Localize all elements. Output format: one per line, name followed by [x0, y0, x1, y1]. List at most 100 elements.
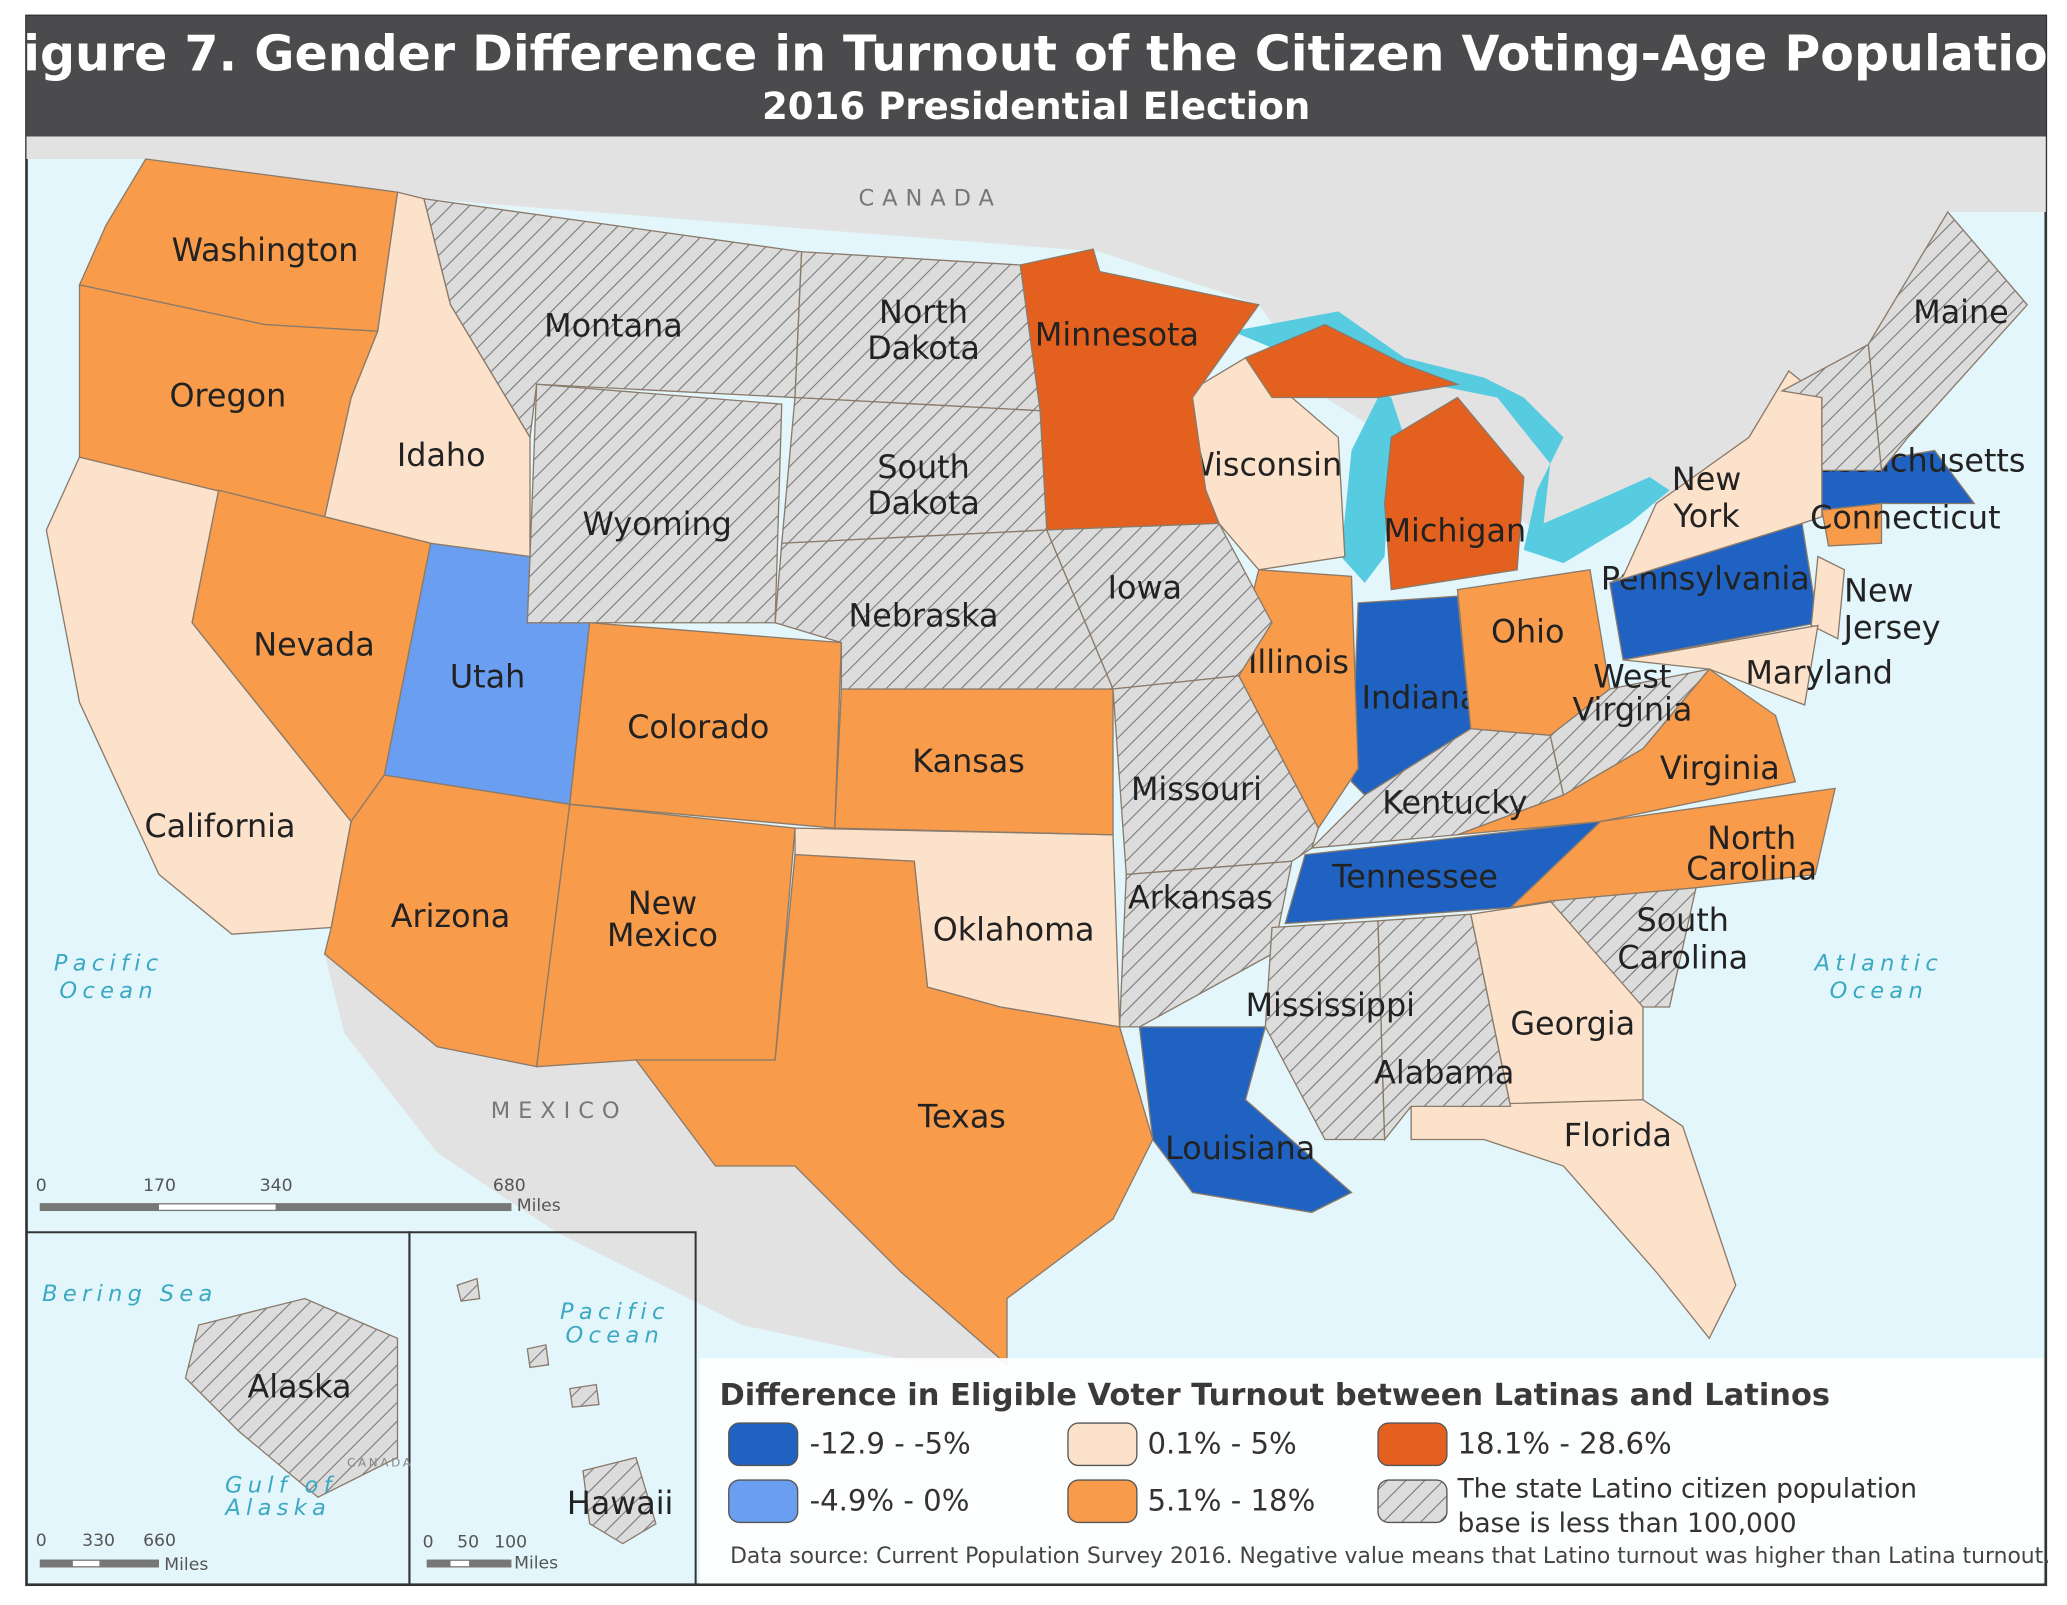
state-label: Kansas	[912, 743, 1025, 780]
state-shape	[569, 1383, 600, 1408]
state-label: Minnesota	[1035, 317, 1199, 354]
group-peach: Idaho California Wisconsin Oklahoma New Y…	[45, 191, 1941, 1340]
state-label: Texas	[917, 1098, 1006, 1135]
state-shape	[1244, 323, 1525, 591]
state-label: Utah	[450, 658, 525, 695]
great-lakes	[1232, 311, 1670, 584]
scale-bar-segment	[159, 1204, 276, 1210]
state-label: New Jersey	[1842, 572, 1941, 646]
state-label: North Carolina	[1686, 820, 1817, 887]
state-shape	[1623, 624, 1819, 706]
state-label: Arizona	[391, 898, 510, 935]
state-label: Mississippi	[1246, 987, 1415, 1024]
state-label: Kentucky	[1382, 784, 1527, 821]
state-shape	[1045, 522, 1273, 690]
scale-label: Miles	[514, 1554, 558, 1574]
state-label: Iowa	[1108, 570, 1182, 607]
state-label: Florida	[1564, 1117, 1672, 1154]
ocean-label: Pacific Ocean	[560, 1298, 670, 1348]
scale-label: 170	[143, 1176, 176, 1196]
state-label: Virginia	[1660, 750, 1780, 787]
legend-swatch	[1377, 1422, 1448, 1467]
scale-label: 0	[36, 1531, 47, 1551]
header-band	[26, 15, 2046, 137]
scale-label: 680	[493, 1176, 526, 1196]
state-label: Maine	[1913, 294, 2008, 331]
state-shape	[1810, 555, 1846, 640]
state-shape	[78, 284, 379, 518]
state-label: Wisconsin	[1183, 446, 1342, 483]
state-label: South Carolina	[1617, 902, 1748, 976]
scale-label: Miles	[517, 1196, 561, 1216]
state-label: Wyoming	[583, 506, 732, 543]
state-shape	[1780, 343, 1883, 472]
legend-swatch	[728, 1422, 799, 1467]
legend-box	[699, 1358, 2044, 1584]
state-label: Arkansas	[1128, 880, 1273, 917]
state-shape	[582, 1456, 657, 1545]
scale-label: 330	[82, 1531, 115, 1551]
data-source: Data source: Current Population Survey 2…	[730, 1544, 2050, 1569]
state-label: North Dakota	[867, 294, 980, 367]
legend-swatch	[1067, 1422, 1138, 1467]
state-label: Oklahoma	[933, 911, 1095, 948]
legend-label: -12.9 - -5%	[810, 1427, 971, 1461]
state-label: Connecticut	[1810, 499, 2000, 536]
group-hatched: Montana North Dakota South Dakota Wyoming …	[184, 197, 2029, 1545]
state-label: Oregon	[170, 378, 287, 415]
ocean-label: Atlantic Ocean	[1813, 950, 1943, 1004]
sea-label: Gulf of Alaska	[223, 1472, 336, 1521]
state-label: Illinois	[1248, 644, 1349, 681]
legend-swatch	[1067, 1479, 1138, 1524]
scale-label: 100	[494, 1532, 527, 1552]
state-shape	[184, 1297, 399, 1499]
state-label: Ohio	[1491, 613, 1564, 650]
state-label: Alaska	[247, 1369, 351, 1406]
scale-bar-segment	[72, 1560, 100, 1567]
state-label: Indiana	[1362, 680, 1480, 717]
legend: Difference in Eligible Voter Turnout bet…	[699, 1358, 2050, 1584]
scale-label: 340	[260, 1176, 293, 1196]
legend-label: 18.1% - 28.6%	[1457, 1427, 1671, 1461]
legend-label: -4.9% - 0%	[810, 1484, 970, 1518]
sea-label: Bering Sea	[42, 1281, 217, 1307]
state-shape	[1549, 668, 1711, 797]
scale-label: 0	[423, 1532, 434, 1552]
scale-bar: 0 170 340 680 Miles 0 330 660 Miles 0 50…	[36, 1176, 561, 1575]
state-label: Colorado	[627, 709, 769, 746]
state-label: Missouri	[1131, 771, 1262, 808]
state-label: Montana	[544, 307, 683, 344]
group-orange: Washington Oregon Nevada Arizona Colorad…	[78, 158, 2001, 1367]
state-label: New York	[1672, 461, 1741, 535]
scale-label: 660	[143, 1531, 176, 1551]
legend-label: The state Latino citizen population base …	[1457, 1473, 1918, 1538]
state-label: West Virginia	[1572, 658, 1692, 728]
state-label: Hawaii	[567, 1485, 674, 1522]
state-label: Alabama	[1374, 1055, 1514, 1092]
state-shape	[1548, 887, 1697, 1008]
state-label: South Dakota	[867, 449, 980, 522]
country-label: CANADA	[347, 1455, 414, 1469]
state-label: Michigan	[1384, 513, 1527, 550]
legend-swatch	[1377, 1479, 1448, 1524]
ocean-label: Pacific Ocean	[54, 950, 164, 1004]
country-label: CANADA	[858, 185, 1001, 211]
scale-bar-segment	[450, 1560, 470, 1567]
title: Figure 7. Gender Difference in Turnout o…	[0, 24, 2067, 82]
state-label: Washington	[172, 232, 359, 269]
scale-label: 0	[36, 1176, 47, 1196]
group-dark-orange: Minnesota Michigan	[1019, 248, 1527, 591]
state-label: Nevada	[253, 627, 374, 664]
scale-label: Miles	[164, 1555, 208, 1575]
state-label: New Mexico	[607, 885, 718, 954]
hawaii-inset	[408, 1231, 697, 1586]
legend-title: Difference in Eligible Voter Turnout bet…	[719, 1378, 1830, 1413]
state-shape	[456, 1277, 481, 1302]
country-label: MEXICO	[491, 1098, 628, 1124]
state-shape	[1821, 502, 1883, 547]
state-label: Tennessee	[1331, 858, 1498, 895]
subtitle: 2016 Presidential Election	[762, 85, 1310, 128]
legend-label: 5.1% - 18%	[1147, 1484, 1315, 1518]
state-label: Maryland	[1745, 654, 1892, 691]
state-shape	[526, 1344, 550, 1369]
